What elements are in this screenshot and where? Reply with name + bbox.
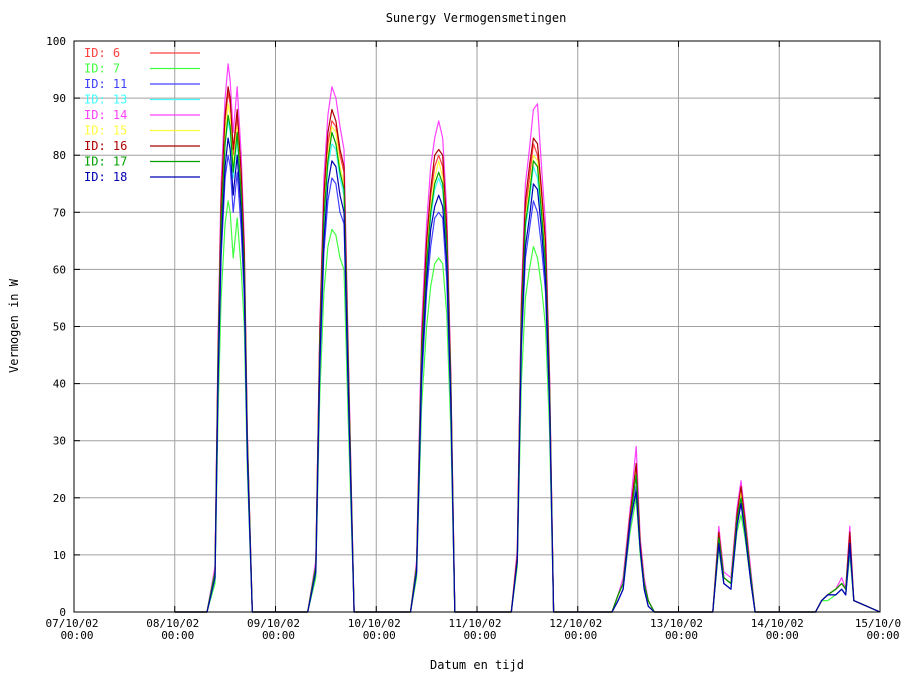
- x-tick-label: 00:00: [363, 629, 396, 642]
- legend-label: ID: 11: [84, 77, 127, 91]
- y-tick-label: 20: [53, 492, 66, 505]
- y-tick-label: 10: [53, 549, 66, 562]
- x-tick-label: 13/10/02: [650, 617, 703, 630]
- y-tick-label: 50: [53, 321, 66, 334]
- legend-label: ID: 6: [84, 46, 120, 60]
- x-tick-label: 00:00: [60, 629, 93, 642]
- x-tick-label: 09/10/02: [247, 617, 300, 630]
- legend-label: ID: 18: [84, 170, 127, 184]
- x-tick-label: 10/10/02: [348, 617, 401, 630]
- y-tick-label: 60: [53, 263, 66, 276]
- y-tick-label: 80: [53, 149, 66, 162]
- x-tick-label: 14/10/02: [751, 617, 804, 630]
- legend-label: ID: 7: [84, 62, 120, 76]
- legend-label: ID: 16: [84, 139, 127, 153]
- y-tick-label: 0: [59, 606, 66, 619]
- x-axis-label: Datum en tijd: [430, 658, 524, 672]
- y-tick-label: 30: [53, 435, 66, 448]
- x-axis: 07/10/0200:0008/10/0200:0009/10/0200:001…: [46, 41, 901, 642]
- x-tick-label: 08/10/02: [146, 617, 199, 630]
- series-line: [174, 114, 881, 613]
- x-tick-label: 07/10/02: [46, 617, 99, 630]
- y-tick-label: 70: [53, 206, 66, 219]
- y-tick-label: 100: [46, 35, 66, 48]
- y-tick-label: 40: [53, 378, 66, 391]
- legend-label: ID: 15: [84, 124, 127, 138]
- x-tick-label: 15/10/0: [855, 617, 901, 630]
- x-tick-label: 00:00: [665, 629, 698, 642]
- grid: [74, 41, 880, 612]
- y-tick-label: 90: [53, 92, 66, 105]
- x-tick-label: 00:00: [161, 629, 194, 642]
- x-tick-label: 00:00: [262, 629, 295, 642]
- series-line: [174, 200, 881, 613]
- x-tick-label: 00:00: [463, 629, 496, 642]
- x-tick-label: 00:00: [766, 629, 799, 642]
- x-tick-label: 11/10/02: [449, 617, 502, 630]
- legend-label: ID: 13: [84, 93, 127, 107]
- legend-label: ID: 14: [84, 108, 127, 122]
- y-axis-label: Vermogen in W: [7, 278, 21, 373]
- x-tick-label: 00:00: [564, 629, 597, 642]
- x-tick-label: 00:00: [866, 629, 899, 642]
- x-tick-label: 12/10/02: [549, 617, 602, 630]
- legend-label: ID: 17: [84, 155, 127, 169]
- y-axis: 0 10 20 30 40 50 60 70 80 90 100: [46, 35, 880, 619]
- chart-title: Sunergy Vermogensmetingen: [386, 11, 567, 25]
- series-line: [174, 63, 881, 613]
- series-layer: [174, 63, 881, 613]
